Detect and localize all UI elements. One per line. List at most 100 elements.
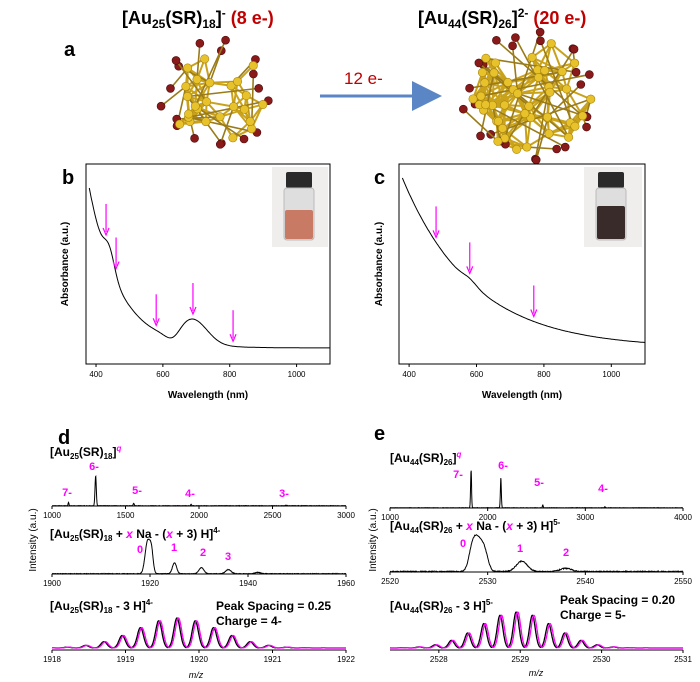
peak-index-label: 1 [171, 542, 177, 554]
panel-b-plot: 400 600 800 1000 Absorbance (a.u.) Waveleng… [60, 163, 331, 401]
gold-atom [544, 129, 554, 139]
gold-atom [468, 94, 478, 104]
gold-atom [503, 77, 513, 87]
panel-e-simulated-isotope [390, 611, 683, 649]
x-tick-label: 2550 [674, 577, 692, 586]
panel-e-y-label: Intensity (a.u.) [368, 508, 379, 571]
x-tick-label: 1000 [288, 370, 306, 379]
panel-e-top-spectrum-line [389, 470, 683, 509]
cluster-bond [480, 73, 590, 97]
peak-index-label: 3 [225, 551, 231, 563]
panel-d-top-spectrum: 1000 1500 2000 2500 3000 7- 6- 5- 4- 3- [43, 461, 355, 520]
cluster-bond [514, 37, 570, 138]
sulfur-atom [221, 35, 230, 45]
panel-d-bot-title: [Au25(SR)18 - 3 H]4- [50, 598, 153, 615]
panel-b-y-label: Absorbance (a.u.) [60, 222, 71, 306]
gold-atom [578, 111, 588, 121]
cluster-bond [565, 62, 576, 90]
sulfur-atom [508, 41, 517, 51]
gold-atom [493, 116, 503, 126]
gold-atom [229, 102, 239, 112]
panel-b-feature-arrows [102, 203, 237, 343]
cluster-bond [543, 43, 553, 71]
sulfur-atom [569, 44, 579, 54]
panel-d-mid-spectrum-line [51, 538, 347, 576]
panel-e-charge: Charge = 5- [560, 608, 626, 622]
cluster-bond [530, 48, 575, 119]
feature-arrow-head [530, 309, 538, 318]
cluster-bond [196, 43, 201, 80]
peak-index-label: 2 [563, 547, 569, 559]
sulfur-atom [249, 69, 258, 79]
x-tick-label: 1920 [190, 655, 208, 664]
cluster-bond [550, 42, 576, 64]
panel-b-label: b [62, 167, 74, 189]
panel-d-top-spectrum-line [51, 474, 347, 507]
panel-e-mid-title: [Au44(SR)26 + x Na - (x + 3) H]5- [390, 518, 561, 535]
cluster-bond [507, 76, 539, 84]
sulfur-atom [492, 36, 501, 45]
cluster-bond [539, 40, 574, 125]
au44-cluster-structure [459, 27, 596, 165]
charge-state-label: 6- [89, 461, 99, 473]
panel-d-x-label: m/z [189, 670, 204, 680]
panel-a-right-title: [Au44(SR)26]2- (20 e-) [418, 6, 586, 31]
cluster-bond [528, 105, 550, 135]
gold-atom [545, 87, 555, 97]
gold-atom [175, 119, 185, 129]
cluster-bond [206, 100, 234, 108]
sulfur-atom [476, 131, 485, 141]
gold-atom [476, 91, 486, 101]
x-tick-label: 1919 [117, 655, 135, 664]
panel-c-plot: 400 600 800 1000 Absorbance (a.u.) Waveleng… [374, 163, 646, 401]
x-tick-label: 1000 [602, 370, 620, 379]
x-tick-label: 2531 [674, 655, 692, 664]
x-tick-label: 400 [89, 370, 103, 379]
charge-state-label: 7- [453, 469, 463, 481]
au25-cluster-structure [156, 35, 273, 149]
x-tick-label: 2000 [479, 513, 497, 522]
panel-d-top-title: [Au25(SR)18]q [50, 444, 121, 461]
panel-c-label: c [374, 167, 385, 189]
charge-state-label: 4- [598, 483, 608, 495]
charge-state-label: 7- [62, 487, 72, 499]
sulfur-atom [166, 84, 175, 93]
x-tick-label: 4000 [674, 513, 692, 522]
charge-state-label: 5- [132, 485, 142, 497]
gold-atom [182, 91, 192, 101]
panel-b-vial [272, 167, 328, 247]
charge-state-label: 4- [185, 488, 195, 500]
cluster-bond [482, 63, 570, 138]
x-tick-label: 1900 [43, 579, 61, 588]
cluster-bond [535, 117, 549, 161]
gold-atom [241, 91, 251, 101]
x-tick-label: 2540 [576, 577, 594, 586]
gold-atom [226, 81, 236, 91]
x-tick-label: 800 [537, 370, 551, 379]
panel-d-measured-isotope [51, 617, 346, 649]
panel-d-y-label: Intensity (a.u.) [28, 508, 39, 571]
gold-atom [239, 104, 249, 114]
gold-atom [570, 121, 580, 131]
gold-atom [490, 58, 500, 68]
cluster-bond [527, 77, 540, 107]
cluster-bond [546, 83, 582, 118]
gold-atom [513, 89, 523, 99]
panel-c-vial [584, 167, 642, 247]
gold-atom [477, 67, 487, 77]
gold-atom [184, 109, 194, 119]
x-tick-label: 1920 [141, 579, 159, 588]
gold-atom [570, 58, 580, 68]
gold-atom [258, 100, 268, 110]
panel-e-label: e [374, 423, 385, 445]
gold-atom [493, 136, 503, 146]
feature-arrow-head [189, 306, 197, 316]
sulfur-atom [156, 101, 166, 111]
peak-index-label: 2 [200, 547, 206, 559]
sulfur-atom [536, 36, 545, 46]
sulfur-atom [190, 134, 199, 143]
x-tick-label: 1500 [117, 511, 135, 520]
gold-atom [201, 117, 211, 127]
gold-atom [247, 124, 257, 134]
sulfur-atom [585, 70, 594, 79]
